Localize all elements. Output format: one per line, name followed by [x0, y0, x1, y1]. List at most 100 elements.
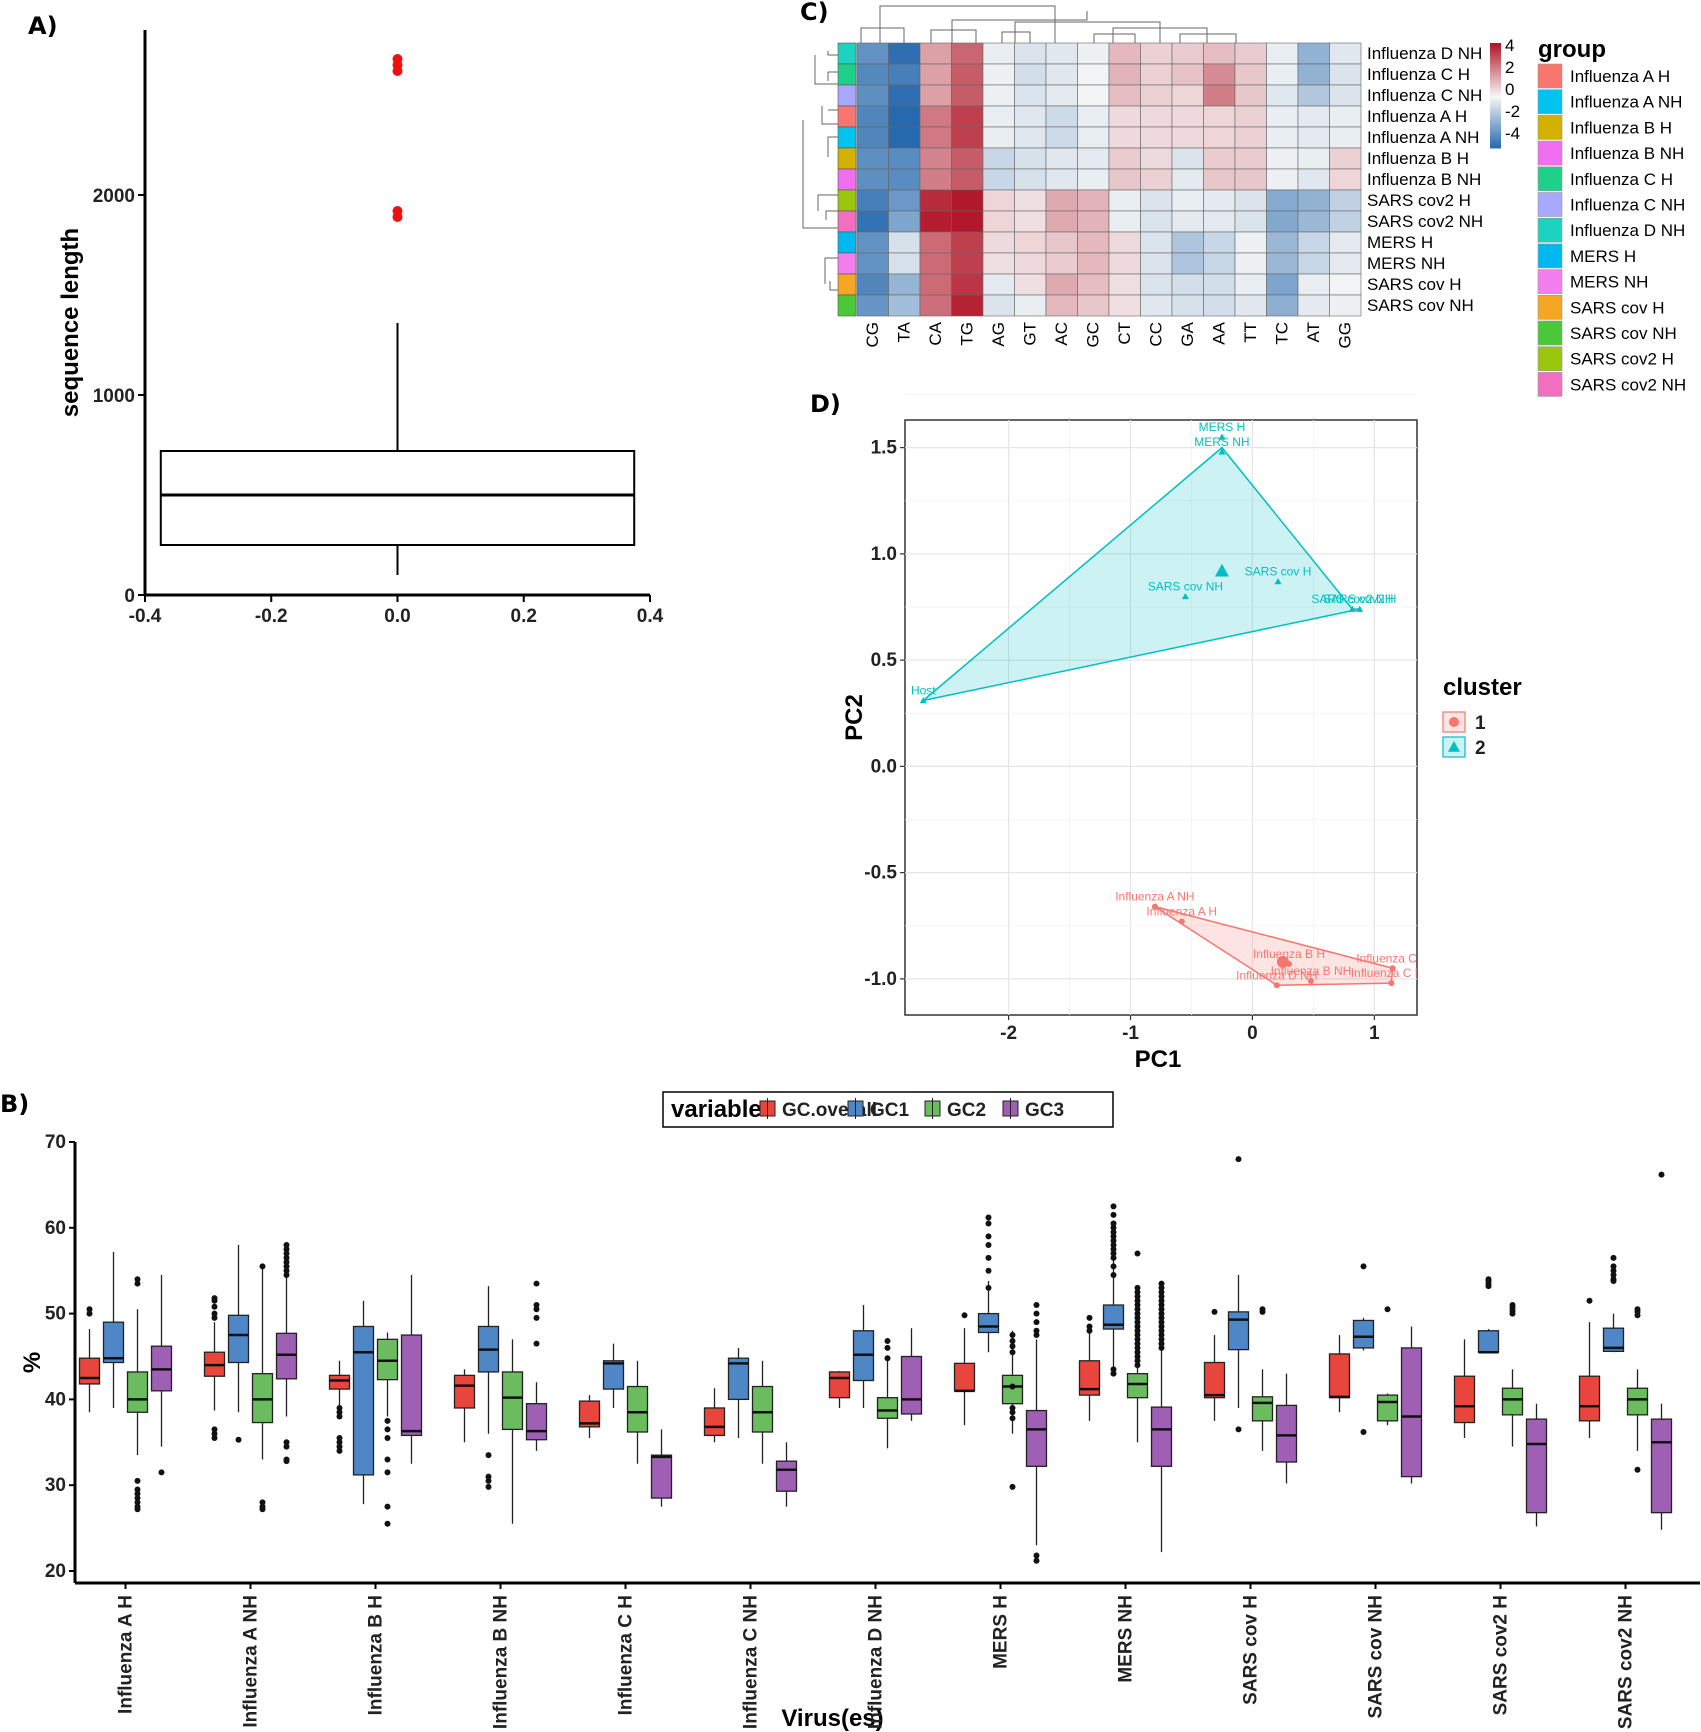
- b-outlier-point: [1384, 1306, 1391, 1313]
- c-legend-label: SARS cov NH: [1570, 324, 1677, 343]
- b-box: [102, 1321, 125, 1364]
- b-outlier-point: [384, 1503, 391, 1510]
- c-colorbar-segment: [1490, 98, 1501, 102]
- b-box: [977, 1312, 1000, 1334]
- c-dendrogram-branch: [824, 257, 838, 284]
- c-column-label: AT: [1304, 322, 1323, 342]
- d-point-triangle: [1214, 563, 1229, 577]
- d-point-triangle: [1218, 448, 1226, 455]
- c-heatmap-cell: [1140, 252, 1173, 275]
- c-heatmap-cell: [1297, 168, 1330, 191]
- b-box: [251, 1373, 274, 1424]
- c-legend-label: MERS H: [1570, 247, 1636, 266]
- c-heatmap-cell: [982, 210, 1015, 233]
- b-outlier-point: [1009, 1483, 1016, 1490]
- b-outlier-point: [211, 1426, 218, 1433]
- b-outlier-point: [134, 1276, 141, 1283]
- c-row-annotation-cell: [837, 168, 857, 191]
- d-y-tick-label: 0.0: [871, 756, 897, 777]
- b-outlier-point: [961, 1312, 968, 1319]
- c-row-annotation-cell: [837, 42, 857, 65]
- b-box: [751, 1385, 774, 1433]
- c-heatmap-cell: [888, 189, 921, 212]
- c-heatmap-cell: [1014, 63, 1047, 86]
- c-dendrogram-branch: [879, 5, 1056, 43]
- c-column-label: TA: [895, 321, 914, 342]
- d-point-triangle: [919, 697, 927, 704]
- c-heatmap-cell: [1108, 273, 1141, 296]
- c-heatmap-cell: [1297, 63, 1330, 86]
- c-legend-swatch: [1537, 243, 1563, 269]
- c-colorbar-segment: [1490, 66, 1501, 70]
- c-row-label: Influenza A NH: [1367, 128, 1479, 147]
- c-heatmap-cell: [919, 147, 952, 170]
- b-outlier-point: [134, 1499, 141, 1506]
- d-point-label: Influenza D NH: [1236, 968, 1317, 982]
- c-colorbar-segment: [1490, 132, 1501, 136]
- b-box: [727, 1357, 750, 1401]
- c-heatmap-cell: [1171, 273, 1204, 296]
- c-heatmap-cell: [1171, 126, 1204, 149]
- c-heatmap-cell: [919, 189, 952, 212]
- c-heatmap-cell: [856, 63, 889, 86]
- c-heatmap-cell: [1171, 105, 1204, 128]
- c-heatmap-cell: [888, 252, 921, 275]
- c-row-annotation-cell: [837, 273, 857, 296]
- c-heatmap-cell: [1329, 189, 1362, 212]
- c-heatmap-cell: [951, 42, 984, 65]
- b-outlier-point: [134, 1506, 141, 1513]
- c-heatmap-cell: [1203, 189, 1236, 212]
- c-heatmap-cell: [1203, 252, 1236, 275]
- c-colorbar-segment: [1490, 53, 1501, 57]
- c-heatmap-cell: [1234, 126, 1267, 149]
- b-outlier-point: [1110, 1211, 1117, 1218]
- c-colorbar-label: 4: [1505, 36, 1514, 55]
- b-box: [900, 1355, 923, 1415]
- c-colorbar-segment: [1490, 103, 1501, 107]
- b-outlier-point: [1033, 1319, 1040, 1326]
- c-column-label: AA: [1210, 321, 1229, 344]
- b-outlier-point: [283, 1250, 290, 1257]
- c-heatmap-cell: [982, 189, 1015, 212]
- panel-label-d: D): [810, 390, 841, 418]
- b-box: [1501, 1387, 1524, 1416]
- c-heatmap-cell: [1171, 210, 1204, 233]
- b-outlier-point: [1158, 1336, 1165, 1343]
- b-box: [1001, 1374, 1024, 1405]
- b-outlier-point: [384, 1520, 391, 1527]
- c-heatmap-cell: [919, 105, 952, 128]
- c-heatmap-cell: [1329, 84, 1362, 107]
- c-row-label: Influenza A H: [1367, 107, 1467, 126]
- c-heatmap-cell: [1171, 294, 1204, 317]
- c-heatmap-cell: [982, 63, 1015, 86]
- b-box: [1102, 1304, 1125, 1330]
- c-colorbar-segment: [1490, 140, 1501, 144]
- c-heatmap-cell: [951, 63, 984, 86]
- c-heatmap-cell: [1045, 168, 1078, 191]
- c-heatmap-cell: [1203, 231, 1236, 254]
- b-outlier-point: [1033, 1310, 1040, 1317]
- c-column-label: TG: [958, 322, 977, 346]
- b-outlier-point: [1086, 1314, 1093, 1321]
- c-legend-swatch: [1537, 320, 1563, 346]
- c-colorbar-segment: [1490, 100, 1501, 104]
- b-outlier-point: [1110, 1263, 1117, 1270]
- d-legend-label: 1: [1475, 713, 1486, 734]
- c-heatmap-cell: [888, 147, 921, 170]
- c-heatmap-cell: [1297, 189, 1330, 212]
- c-heatmap-cell: [982, 147, 1015, 170]
- c-heatmap-cell: [1077, 189, 1110, 212]
- c-dendrogram-branch: [827, 51, 838, 56]
- c-legend-swatch: [1537, 269, 1563, 294]
- c-heatmap-cell: [856, 126, 889, 149]
- b-outlier-point: [1110, 1237, 1117, 1244]
- d-x-tick-label: 1: [1369, 1023, 1380, 1044]
- c-heatmap-cell: [1266, 126, 1299, 149]
- b-box: [1352, 1319, 1375, 1349]
- b-x-tick-label: Influenza C H: [616, 1595, 637, 1715]
- b-box: [1275, 1404, 1298, 1463]
- c-legend-label: Influenza C NH: [1570, 196, 1685, 215]
- c-legend-swatch: [1537, 294, 1563, 320]
- c-row-label: MERS NH: [1367, 254, 1445, 273]
